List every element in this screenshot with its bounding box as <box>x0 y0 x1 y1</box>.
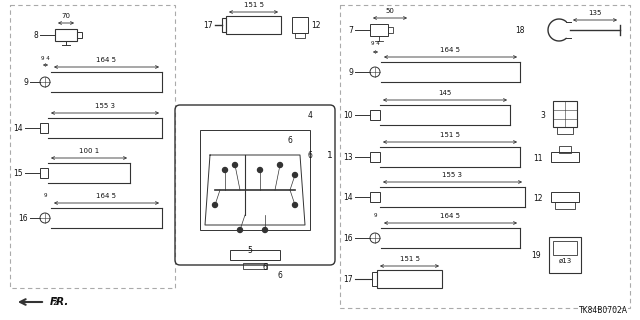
Text: 15: 15 <box>13 169 23 178</box>
Circle shape <box>237 228 243 233</box>
Text: 11: 11 <box>534 154 543 163</box>
Bar <box>340 5 630 308</box>
Circle shape <box>257 167 262 172</box>
Circle shape <box>292 203 298 207</box>
Text: 7: 7 <box>348 26 353 35</box>
Bar <box>230 250 280 260</box>
Text: 164 5: 164 5 <box>97 193 116 199</box>
Text: 6: 6 <box>262 263 268 273</box>
Text: 9: 9 <box>373 213 377 218</box>
Bar <box>200 130 310 230</box>
Bar <box>292 17 308 33</box>
Text: FR.: FR. <box>50 297 69 307</box>
Text: 151 5: 151 5 <box>243 2 264 8</box>
Text: 6: 6 <box>308 150 312 159</box>
Text: 3: 3 <box>540 110 545 119</box>
Circle shape <box>278 163 282 167</box>
Bar <box>377 270 442 288</box>
Bar <box>388 27 393 33</box>
Text: ø13: ø13 <box>558 258 572 264</box>
Text: 9: 9 <box>23 77 28 86</box>
Text: 2: 2 <box>52 298 58 307</box>
Circle shape <box>292 172 298 178</box>
Text: 10: 10 <box>344 110 353 119</box>
Text: 16: 16 <box>19 213 28 222</box>
Text: 70: 70 <box>61 13 70 19</box>
Text: TK84B0702A: TK84B0702A <box>579 306 628 315</box>
Text: 9: 9 <box>44 193 47 198</box>
Bar <box>370 192 380 202</box>
Bar <box>370 152 380 162</box>
Text: 6: 6 <box>278 270 282 279</box>
Text: 13: 13 <box>344 153 353 162</box>
Text: 12: 12 <box>311 20 321 29</box>
Circle shape <box>223 167 227 172</box>
Text: 14: 14 <box>344 193 353 202</box>
Bar <box>226 16 281 34</box>
Bar <box>553 241 577 255</box>
Text: 1: 1 <box>327 150 333 159</box>
Text: 8: 8 <box>33 30 38 39</box>
Text: 164 5: 164 5 <box>440 47 461 53</box>
Circle shape <box>232 163 237 167</box>
Text: 155 3: 155 3 <box>95 103 115 109</box>
Bar <box>370 24 388 36</box>
Bar <box>40 168 48 178</box>
Text: 12: 12 <box>534 194 543 203</box>
Text: 9 4: 9 4 <box>41 56 50 61</box>
Bar <box>551 192 579 202</box>
Bar <box>55 29 77 41</box>
Bar <box>222 18 226 32</box>
Text: 164 5: 164 5 <box>440 213 461 219</box>
Text: 155 3: 155 3 <box>442 172 463 178</box>
Bar <box>559 146 571 153</box>
Text: 145: 145 <box>438 90 452 96</box>
Circle shape <box>212 203 218 207</box>
Text: 135: 135 <box>588 10 602 16</box>
Bar <box>557 127 573 134</box>
Text: 151 5: 151 5 <box>440 132 460 138</box>
Text: 151 5: 151 5 <box>399 256 419 262</box>
Bar <box>77 32 82 38</box>
Text: 50: 50 <box>385 8 394 14</box>
Bar <box>553 101 577 127</box>
Text: 17: 17 <box>344 275 353 284</box>
Circle shape <box>262 228 268 233</box>
Text: 6: 6 <box>287 135 292 145</box>
Text: 4: 4 <box>308 110 312 119</box>
Bar <box>370 110 380 120</box>
Text: 9: 9 <box>348 68 353 76</box>
Text: 16: 16 <box>344 234 353 243</box>
Text: 164 5: 164 5 <box>97 57 116 63</box>
Bar <box>549 237 581 273</box>
Bar <box>295 33 305 38</box>
Text: 5: 5 <box>248 245 252 254</box>
Bar <box>551 152 579 162</box>
Text: 19: 19 <box>531 251 541 260</box>
Text: 14: 14 <box>13 124 23 132</box>
Bar <box>40 123 48 133</box>
Text: 17: 17 <box>204 20 213 29</box>
Bar <box>372 272 377 286</box>
Text: 18: 18 <box>515 26 525 35</box>
Text: 100 1: 100 1 <box>79 148 99 154</box>
Bar <box>555 202 575 209</box>
Bar <box>243 263 267 269</box>
Bar <box>10 5 175 288</box>
Text: 9 4: 9 4 <box>371 41 380 46</box>
